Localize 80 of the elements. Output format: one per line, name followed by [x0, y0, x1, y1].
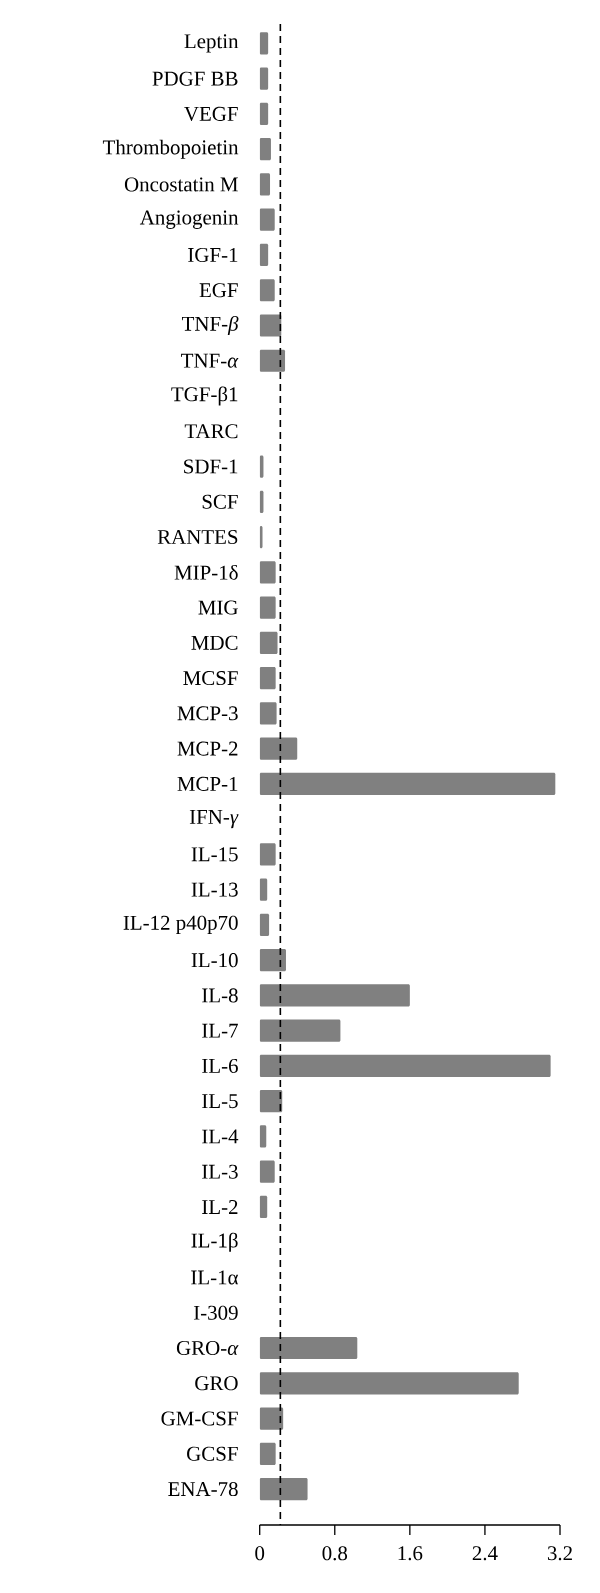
bar [259, 1125, 267, 1148]
bar [259, 1477, 308, 1501]
y-tick-label: TARC [184, 424, 238, 439]
y-tick-label: MCP-2 [177, 741, 238, 756]
bar [259, 1160, 275, 1183]
y-tick-label: EGF [199, 283, 238, 298]
bar [259, 1442, 276, 1465]
bar [259, 737, 298, 760]
y-tick-label: IL-5 [202, 1094, 238, 1109]
y-tick-label: VEGF [184, 106, 238, 122]
bar [259, 314, 282, 337]
bar [259, 878, 268, 901]
x-tick-label: 0.8 [322, 1546, 348, 1561]
y-tick-label: TNF-β [181, 315, 239, 336]
y-tick-label: IFN-γ [189, 810, 239, 829]
x-tick-label: 2.4 [472, 1546, 498, 1561]
y-tick-label: GRO-α [176, 1340, 239, 1356]
y-tick-label: IL-3 [202, 1164, 238, 1179]
bar [259, 631, 278, 654]
bar [259, 1054, 551, 1078]
bar [259, 772, 556, 795]
y-tick-label: IL-10 [191, 953, 238, 968]
bar [259, 138, 271, 161]
bar [259, 702, 277, 725]
bar [259, 666, 276, 690]
bar [259, 279, 275, 302]
y-tick-label: GM-CSF [161, 1411, 238, 1426]
y-tick-label: IL-6 [202, 1058, 238, 1073]
y-tick-label: MIG [198, 600, 238, 615]
y-tick-label: MDC [191, 635, 238, 650]
y-tick-label: PDGF BB [152, 71, 238, 86]
bar [259, 1090, 283, 1113]
y-tick-label: TNF-α [181, 353, 239, 368]
y-tick-label: IL-1β [191, 1232, 238, 1252]
bar [259, 349, 286, 372]
y-tick-label: ENA-78 [168, 1482, 238, 1497]
x-tick-label: 0 [255, 1546, 265, 1561]
y-tick-label: IL-2 [202, 1200, 238, 1214]
y-tick-label: RANTES [157, 530, 238, 545]
bar [259, 243, 269, 267]
bar [259, 1407, 284, 1430]
y-tick-label: IL-7 [202, 1023, 238, 1038]
y-tick-label: IL-13 [191, 882, 238, 897]
y-tick-label: Thrombopoietin [102, 139, 239, 159]
y-tick-label: IL-1α [191, 1270, 239, 1285]
bar [259, 173, 271, 196]
bar [259, 32, 269, 55]
y-tick-label: IL-12 p40p70 [123, 915, 238, 935]
bar [259, 208, 275, 231]
y-tick-label: GCSF [187, 1446, 238, 1461]
y-tick-label: IL-8 [202, 988, 238, 1003]
bar [259, 949, 286, 972]
y-tick-label: MIP-1δ [174, 564, 238, 580]
bar [259, 1336, 358, 1360]
y-tick-label: Leptin [184, 34, 239, 53]
x-tick-label: 3.2 [547, 1546, 572, 1561]
y-tick-label: MCP-1 [177, 776, 238, 791]
y-tick-label: IL-15 [191, 847, 238, 862]
y-tick-label: TGF-β1 [171, 386, 238, 406]
bar [259, 1019, 341, 1042]
y-tick-label: SDF-1 [184, 459, 238, 474]
bar [259, 561, 276, 584]
y-tick-label: Angiogenin [139, 210, 239, 229]
y-tick-label: MCP-3 [177, 706, 238, 721]
bar [259, 596, 276, 619]
bar [259, 913, 270, 937]
y-tick-label: SCF [202, 494, 238, 509]
bar [259, 984, 410, 1007]
y-tick-label: GRO [195, 1376, 238, 1391]
y-tick-label: Oncostatin M [124, 177, 238, 192]
y-tick-label: MCSF [183, 671, 238, 686]
bar [259, 843, 276, 866]
bar [259, 1195, 268, 1219]
bar [259, 1372, 519, 1395]
x-tick-label: 1.6 [398, 1546, 423, 1561]
y-tick-label: IGF-1 [188, 247, 238, 262]
bar [259, 67, 269, 90]
y-tick-label: IL-4 [202, 1129, 239, 1144]
bar [259, 102, 269, 126]
y-tick-label: I-309 [193, 1305, 238, 1320]
